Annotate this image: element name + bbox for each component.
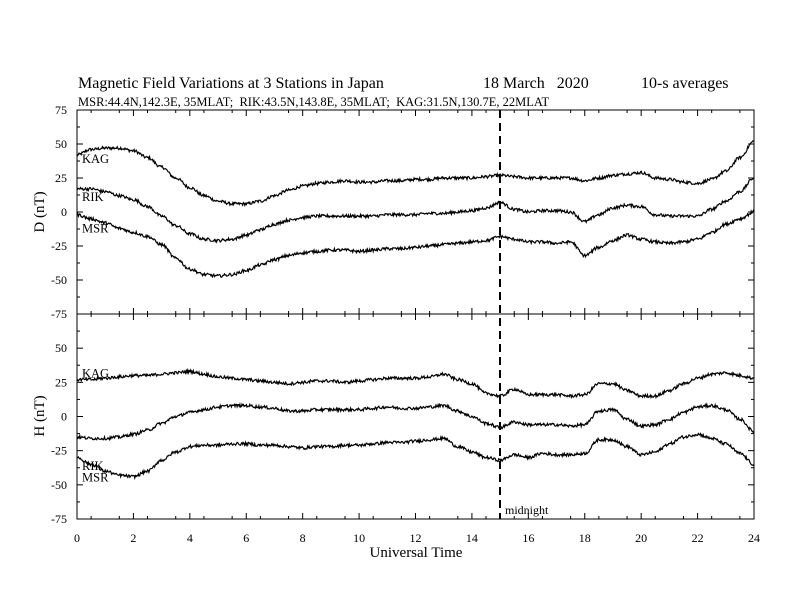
series-line-msr-h — [76, 432, 755, 481]
y-tick-label: -25 — [51, 239, 67, 253]
series-line-kag-d — [76, 140, 755, 208]
x-tick-label: 18 — [579, 531, 591, 545]
panel-h-frame — [76, 313, 755, 520]
series-label-rik: RIK — [82, 459, 104, 473]
x-tick-label: 22 — [692, 531, 704, 545]
y-tick-label: 25 — [55, 375, 67, 389]
series-label-msr: MSR — [82, 222, 109, 236]
y-tick-label: -25 — [51, 444, 67, 458]
x-tick-label: 12 — [410, 531, 422, 545]
y-tick-label: 25 — [55, 171, 67, 185]
y-tick-label: 0 — [61, 205, 67, 219]
series-label-msr: MSR — [82, 471, 109, 485]
midnight-label: midnight — [505, 503, 549, 517]
y-tick-label: 75 — [55, 103, 67, 117]
ticks-layer: 0 2 4 6 8 10 12 14 16 18 20 22 247550250-25-50-75502… — [51, 103, 760, 545]
series-label-rik: RIK — [82, 190, 104, 204]
x-tick-label: 24 — [748, 531, 760, 545]
x-axis-label: Universal Time — [370, 545, 463, 561]
series-line-kag-h — [76, 367, 755, 400]
y-tick-label: -75 — [51, 512, 67, 526]
x-tick-label: 6 — [243, 531, 249, 545]
y-tick-label: -50 — [51, 273, 67, 287]
x-tick-label: 16 — [522, 531, 534, 545]
series-line-rik-d — [76, 177, 755, 244]
y-tick-label: 50 — [55, 341, 67, 355]
series-line-rik-h — [76, 402, 755, 442]
chart-subtitle: MSR:44.4N,142.3E, 35MLAT; RIK:43.5N,143.… — [78, 95, 550, 109]
y-tick-label: 50 — [55, 137, 67, 151]
y-tick-label: -50 — [51, 478, 67, 492]
x-tick-label: 2 — [130, 531, 136, 545]
x-tick-label: 8 — [300, 531, 306, 545]
panel-d-ylabel: D (nT) — [32, 191, 48, 232]
series-label-kag: KAG — [82, 367, 109, 381]
x-tick-label: 10 — [353, 531, 365, 545]
x-tick-label: 4 — [187, 531, 193, 545]
x-tick-label: 20 — [635, 531, 647, 545]
chart-date: 18 March 2020 — [483, 75, 589, 92]
x-tick-label: 14 — [466, 531, 478, 545]
panel-d-frame — [76, 109, 755, 315]
series-label-kag: KAG — [82, 152, 109, 166]
x-tick-label: 0 — [74, 531, 80, 545]
series-line-msr-d — [76, 209, 755, 279]
y-tick-label: 0 — [61, 410, 67, 424]
y-tick-label: -75 — [51, 307, 67, 321]
chart-title: Magnetic Field Variations at 3 Stations … — [78, 75, 384, 92]
chart-averaging: 10-s averages — [641, 75, 729, 92]
panel-h-ylabel: H (nT) — [32, 395, 48, 436]
